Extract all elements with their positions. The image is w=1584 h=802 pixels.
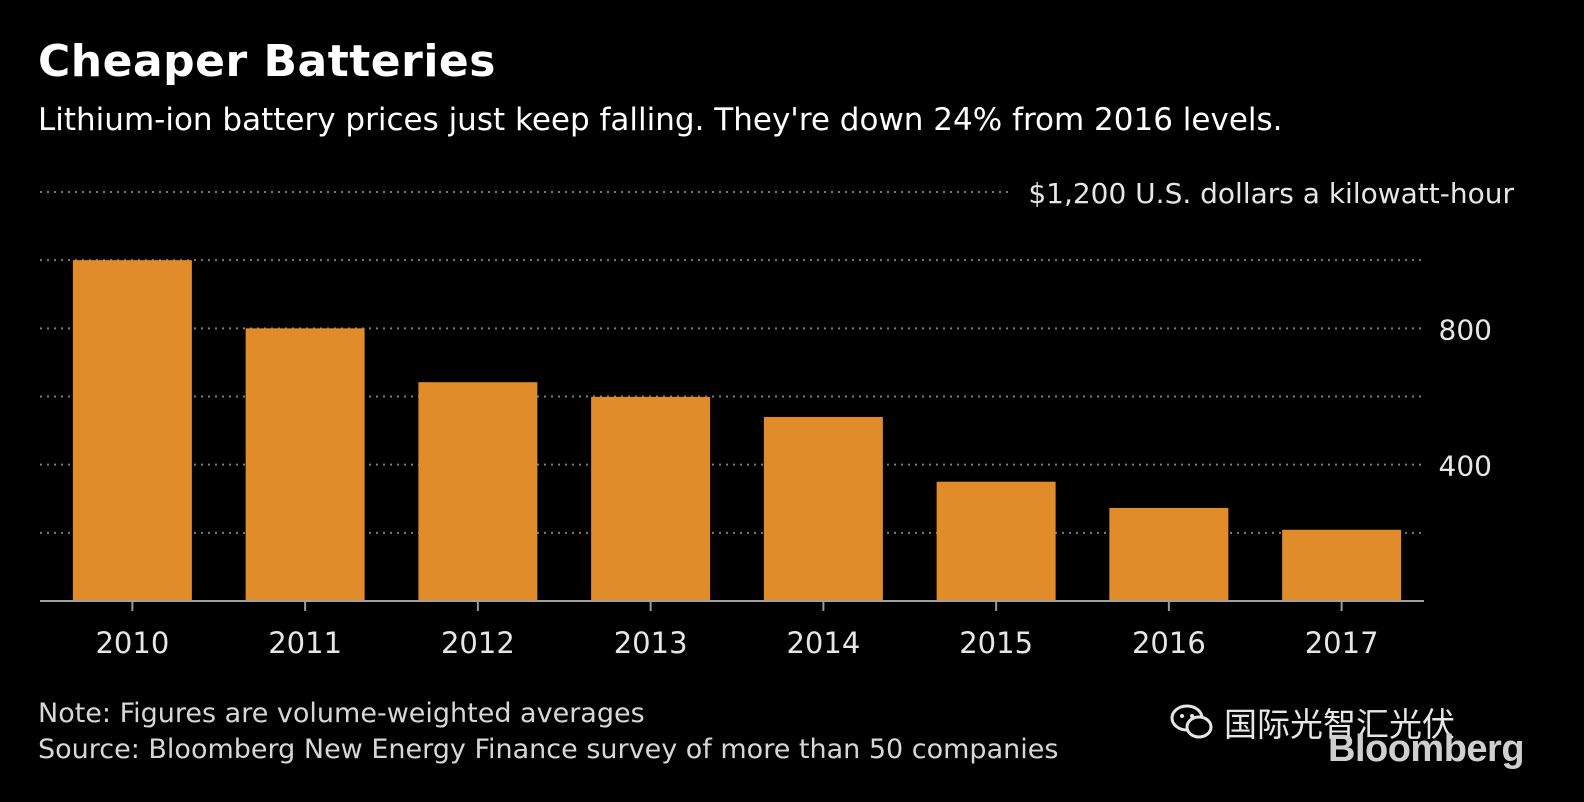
x-tick-label: 2017 <box>1305 626 1379 660</box>
bar-2013 <box>591 396 711 601</box>
x-tick-label: 2010 <box>95 626 169 660</box>
bar-2015 <box>936 481 1056 601</box>
chart-title: Cheaper Batteries <box>38 36 496 87</box>
y-tick-label: 800 <box>1439 313 1492 346</box>
x-tick-label: 2016 <box>1132 626 1206 660</box>
bar-chart: $1,200 U.S. dollars a kilowatt-hour 800 40… <box>40 177 1514 660</box>
y-axis-label: $1,200 U.S. dollars a kilowatt-hour <box>1028 177 1514 210</box>
bloomberg-logo: Bloomberg <box>1328 728 1525 770</box>
bar-2012 <box>418 382 538 601</box>
bar-2016 <box>1109 507 1229 601</box>
source-note: Source: Bloomberg New Energy Finance sur… <box>38 734 1059 765</box>
x-tick-label: 2011 <box>268 626 342 660</box>
footnote: Note: Figures are volume-weighted averag… <box>38 698 645 729</box>
watermark: 国际光智汇光伏 <box>1170 698 1455 746</box>
x-tick-label: 2013 <box>614 626 688 660</box>
wechat-icon <box>1170 704 1213 739</box>
x-tick-label: 2012 <box>441 626 515 660</box>
y-tick-label: 400 <box>1439 450 1492 483</box>
bar-2011 <box>245 328 365 601</box>
bar-2010 <box>72 260 192 601</box>
x-tick-label: 2015 <box>959 626 1033 660</box>
x-tick-label: 2014 <box>786 626 860 660</box>
bar-2014 <box>763 416 883 601</box>
watermark-text: 国际光智汇光伏 <box>1224 705 1455 744</box>
bar-2017 <box>1282 529 1402 601</box>
chart-subtitle: Lithium-ion battery prices just keep fal… <box>38 102 1283 138</box>
